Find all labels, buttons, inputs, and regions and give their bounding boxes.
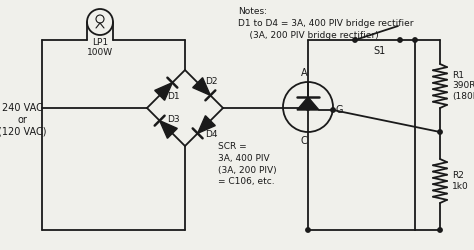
- Text: D2: D2: [206, 77, 218, 86]
- Text: C: C: [301, 136, 307, 146]
- Text: Notes:
D1 to D4 = 3A, 400 PIV bridge rectifier
    (3A, 200 PIV bridge rectifier: Notes: D1 to D4 = 3A, 400 PIV bridge rec…: [238, 7, 413, 40]
- Polygon shape: [198, 116, 215, 133]
- Polygon shape: [297, 97, 319, 110]
- Circle shape: [306, 106, 310, 110]
- Text: 240 VAC
or
(120 VAC): 240 VAC or (120 VAC): [0, 104, 46, 136]
- Circle shape: [438, 228, 442, 232]
- Text: R1
390R
(180R): R1 390R (180R): [452, 71, 474, 101]
- Circle shape: [438, 130, 442, 134]
- Text: D1: D1: [167, 92, 180, 101]
- Text: SCR =
3A, 400 PIV
(3A, 200 PIV)
= C106, etc.: SCR = 3A, 400 PIV (3A, 200 PIV) = C106, …: [218, 142, 277, 186]
- Text: G: G: [336, 105, 344, 115]
- Text: A: A: [301, 68, 307, 78]
- Text: S1: S1: [374, 46, 386, 56]
- Text: D3: D3: [167, 115, 180, 124]
- Circle shape: [413, 38, 417, 42]
- Text: LP1
100W: LP1 100W: [87, 38, 113, 58]
- Circle shape: [331, 108, 335, 112]
- Circle shape: [353, 38, 357, 42]
- Polygon shape: [160, 121, 177, 138]
- Text: R2
1k0: R2 1k0: [452, 171, 469, 191]
- Circle shape: [306, 228, 310, 232]
- Circle shape: [398, 38, 402, 42]
- Polygon shape: [155, 83, 173, 100]
- Text: D4: D4: [206, 130, 218, 139]
- Polygon shape: [193, 78, 210, 95]
